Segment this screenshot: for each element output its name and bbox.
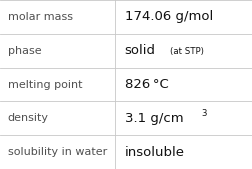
Text: solid: solid — [125, 44, 156, 57]
Text: phase: phase — [8, 46, 41, 56]
Text: density: density — [8, 113, 49, 123]
Text: 3.1 g/cm: 3.1 g/cm — [125, 112, 183, 125]
Text: molar mass: molar mass — [8, 12, 73, 22]
Text: melting point: melting point — [8, 79, 82, 90]
Text: (at STP): (at STP) — [170, 47, 204, 56]
Text: solubility in water: solubility in water — [8, 147, 107, 157]
Text: 174.06 g/mol: 174.06 g/mol — [125, 10, 213, 23]
Text: 826 °C: 826 °C — [125, 78, 169, 91]
Text: insoluble: insoluble — [125, 146, 185, 159]
Text: 3: 3 — [202, 109, 207, 118]
